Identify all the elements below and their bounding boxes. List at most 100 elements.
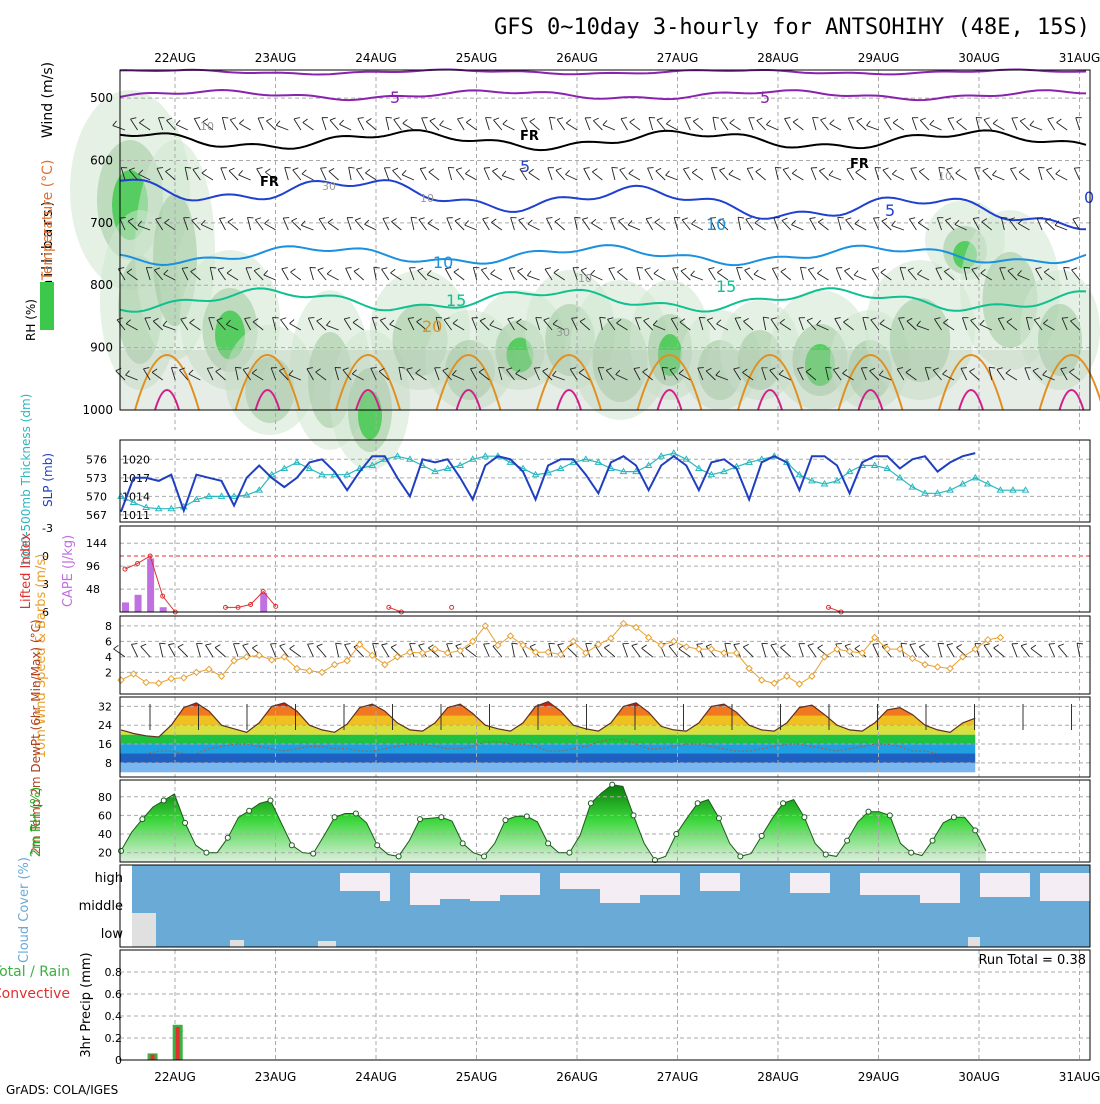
wind-barb <box>346 268 351 280</box>
cloud-low-patch <box>132 913 156 947</box>
wind-barb-feather <box>957 119 962 122</box>
wind-barb <box>168 645 175 657</box>
wind-barb <box>411 217 414 230</box>
wind-barb-feather <box>808 268 814 270</box>
wind-barb <box>481 270 489 280</box>
wind-speed-point <box>420 650 426 656</box>
temperature-contour <box>120 90 1086 100</box>
precip-tick-label: 0.2 <box>105 1032 123 1045</box>
wind-speed-point <box>721 650 727 656</box>
slp-line <box>121 453 975 512</box>
wind-barb <box>384 168 388 180</box>
wind-barb-feather <box>772 268 778 269</box>
wind-barb <box>838 217 841 230</box>
wind-barb <box>448 167 451 180</box>
precip-tick-label: 0.6 <box>105 988 123 1001</box>
wind-barb <box>808 269 816 280</box>
wind-barb-feather <box>402 170 406 174</box>
rh-point <box>119 848 124 853</box>
wind-barb <box>393 170 402 180</box>
wind-barb <box>884 119 891 130</box>
wind-barb-feather <box>292 218 297 221</box>
wind-barb-feather <box>491 270 495 274</box>
wind-speed-point <box>118 677 124 683</box>
y-tick-label: 900 <box>90 341 113 355</box>
precip-convective-bar <box>176 1027 180 1060</box>
rh-point <box>247 808 252 813</box>
wind-barb <box>114 649 125 657</box>
wind-barb-feather <box>390 269 395 273</box>
x-tick-label-bottom: 25AUG <box>456 1070 498 1084</box>
wind-barb <box>349 167 351 180</box>
wind-barb <box>239 124 250 131</box>
x-tick-label-bottom: 31AUG <box>1059 1070 1100 1084</box>
wind-barb <box>239 175 251 180</box>
wind-barb <box>691 224 702 230</box>
wind-barb <box>294 119 301 130</box>
wind-barb <box>762 643 766 656</box>
wind-barb <box>857 121 867 130</box>
wind-barb <box>290 649 301 657</box>
rh-point <box>567 850 572 855</box>
wind-barb-feather <box>371 368 377 369</box>
wind-speed-point <box>658 642 664 648</box>
y-tick-label: 500 <box>90 91 113 105</box>
rh-point <box>631 813 636 818</box>
wind-barb-feather <box>512 643 518 644</box>
wind-barb <box>1046 170 1054 180</box>
wind-barb-feather <box>549 117 555 118</box>
precip-tick-label: 0.4 <box>105 1010 123 1023</box>
wind-barb-feather <box>781 269 786 272</box>
wind-barb <box>215 648 225 657</box>
wind-barb-feather <box>534 368 540 369</box>
wind-barb <box>648 168 653 180</box>
wind-barb <box>844 271 853 280</box>
cloud-high-patch <box>700 873 740 891</box>
wind-barb-feather <box>848 118 854 119</box>
wind-barb <box>347 218 351 230</box>
wind-barb <box>582 219 589 230</box>
wind-barb <box>354 271 364 280</box>
wind-barb <box>846 220 854 230</box>
wind-barb <box>565 175 577 180</box>
wind-barb-feather <box>910 644 916 645</box>
wind-barb <box>800 267 803 280</box>
wind-barb-feather <box>830 120 834 124</box>
li-tick-label: -3 <box>42 522 53 535</box>
wind-barb <box>848 118 853 130</box>
wind-barb-feather <box>857 118 862 121</box>
wind-barb <box>308 644 314 657</box>
wind-barb-feather <box>854 271 858 276</box>
wind-barb <box>654 274 665 281</box>
wind-barb-feather <box>502 171 506 176</box>
wind-speed-point <box>796 681 802 687</box>
wind-barb-feather <box>280 644 286 646</box>
cloud-high-patch <box>340 873 380 891</box>
rh-point <box>610 782 615 787</box>
wind-barb <box>456 170 464 180</box>
wind-barb <box>494 120 502 130</box>
contour-label: FR <box>260 175 279 190</box>
wind-barb <box>799 644 804 657</box>
wind-barb-feather <box>219 218 225 219</box>
wind-barb <box>603 125 615 130</box>
wind-barb-feather <box>1073 218 1079 219</box>
cloud-high-patch <box>920 873 960 903</box>
precip-convective-bar <box>151 1055 155 1061</box>
wind-barb <box>983 171 992 180</box>
wind-barb-feather <box>662 367 668 368</box>
cloud-low-patch <box>230 940 244 947</box>
wind-barb-feather <box>243 644 249 646</box>
wind-barb <box>892 174 904 180</box>
y-tick-label: 800 <box>90 278 113 292</box>
wind-barb <box>1030 125 1042 130</box>
contour-label: FR <box>850 157 869 172</box>
wind-barb-feather <box>556 168 562 170</box>
wind-barb-feather <box>1010 168 1016 169</box>
wind-barb-feather <box>374 267 380 268</box>
contour-label: 10 <box>706 215 726 234</box>
wind-barb-feather <box>168 644 174 645</box>
rh-point <box>716 816 721 821</box>
wind-barb-feather <box>247 217 253 218</box>
rh-point <box>268 798 273 803</box>
